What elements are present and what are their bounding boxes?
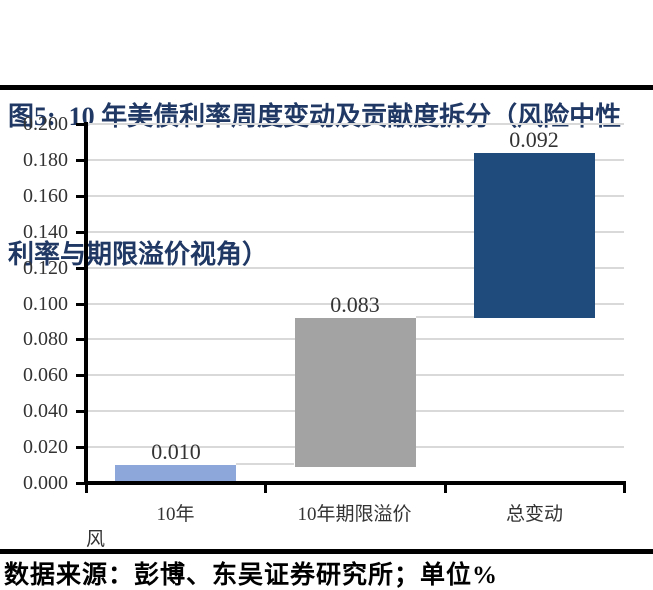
bar-value-label: 0.010 [151,439,201,464]
x-axis-tick [264,481,267,493]
y-axis-tick-label: 0.100 [23,293,68,315]
source-divider-rule [0,549,653,554]
figure-title-line2: 利率与期限溢价视角） [8,240,269,269]
y-axis-tick [76,303,86,306]
y-axis-tick [76,267,86,270]
y-axis-tick-label: 0.080 [23,328,68,350]
y-axis-tick-label: 0.180 [23,149,68,171]
x-axis-tick [444,481,447,493]
source-note: 数据来源：彭博、东吴证券研究所；单位% [4,562,499,589]
y-axis-tick-label: 0.040 [23,400,68,422]
y-axis-tick-label: 0.020 [23,436,68,458]
clipped-category-label-fragment: 风 [86,529,106,550]
waterfall-connector-line [236,463,294,465]
y-axis-tick [76,338,86,341]
y-axis-tick-label: 0.160 [23,185,68,207]
gridline [86,303,624,305]
y-axis-tick-label: 0.120 [23,257,68,279]
y-axis-tick [76,374,86,377]
gridline [86,195,624,197]
gridline [86,267,624,269]
bar-10y-term-premium [295,318,416,467]
x-axis-tick [85,481,88,493]
y-axis-tick-label: 0.000 [23,472,68,494]
y-axis-tick [76,159,86,162]
x-axis-tick [623,481,626,493]
title-divider-rule [0,85,653,90]
figure-title-line1: 图5: 10 年美债利率周度变动及贡献度拆分（风险中性 [8,102,622,131]
y-axis-tick-label: 0.140 [23,221,68,243]
gridline [86,159,624,161]
bar-value-label: 0.083 [330,292,380,317]
gridline [86,123,624,125]
y-axis-line [84,122,88,485]
y-axis-tick [76,482,86,485]
x-axis-category-label: 10年期限溢价 [297,504,412,525]
bar-total-change [474,153,595,318]
figure-title: 图5: 10 年美债利率周度变动及贡献度拆分（风险中性 利率与期限溢价视角） [8,2,653,370]
y-axis-tick [76,123,86,126]
bar-value-label: 0.092 [509,127,559,152]
y-axis-tick [76,446,86,449]
y-axis-tick [76,410,86,413]
y-axis-tick-label: 0.200 [23,113,68,135]
x-axis-category-label: 10年 [156,504,195,525]
y-axis-tick [76,195,86,198]
y-axis-tick [76,231,86,234]
y-axis-tick-label: 0.060 [23,364,68,386]
gridline [86,231,624,233]
x-axis-category-label: 总变动 [505,504,563,525]
bar-10y-risk-neutral-rate [115,465,236,483]
x-axis-line [84,481,624,485]
waterfall-connector-line [416,316,474,318]
